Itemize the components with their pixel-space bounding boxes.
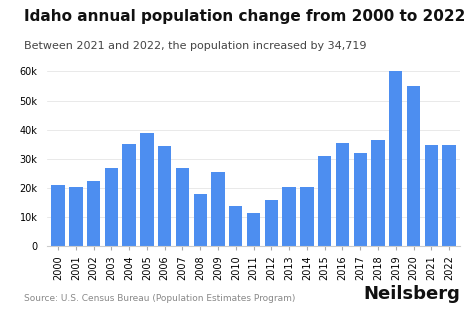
Bar [193, 194, 207, 246]
Bar [51, 185, 65, 246]
Bar [176, 168, 189, 246]
Bar [140, 133, 154, 246]
Text: Source: U.S. Census Bureau (Population Estimates Program): Source: U.S. Census Bureau (Population E… [24, 295, 295, 303]
Text: Neilsberg: Neilsberg [363, 285, 460, 303]
Bar [122, 144, 136, 246]
Bar [283, 187, 296, 246]
Bar [69, 187, 82, 246]
Bar [87, 181, 100, 246]
Bar [425, 145, 438, 246]
Bar [318, 156, 331, 246]
Bar [354, 153, 367, 246]
Text: Between 2021 and 2022, the population increased by 34,719: Between 2021 and 2022, the population in… [24, 41, 366, 51]
Bar [105, 168, 118, 246]
Bar [211, 172, 225, 246]
Bar [407, 86, 420, 246]
Bar [229, 206, 243, 246]
Bar [389, 71, 402, 246]
Bar [336, 143, 349, 246]
Bar [300, 187, 314, 246]
Bar [247, 213, 260, 246]
Bar [264, 200, 278, 246]
Text: Idaho annual population change from 2000 to 2022: Idaho annual population change from 2000… [24, 9, 465, 24]
Bar [371, 140, 385, 246]
Bar [158, 146, 172, 246]
Bar [442, 145, 456, 246]
